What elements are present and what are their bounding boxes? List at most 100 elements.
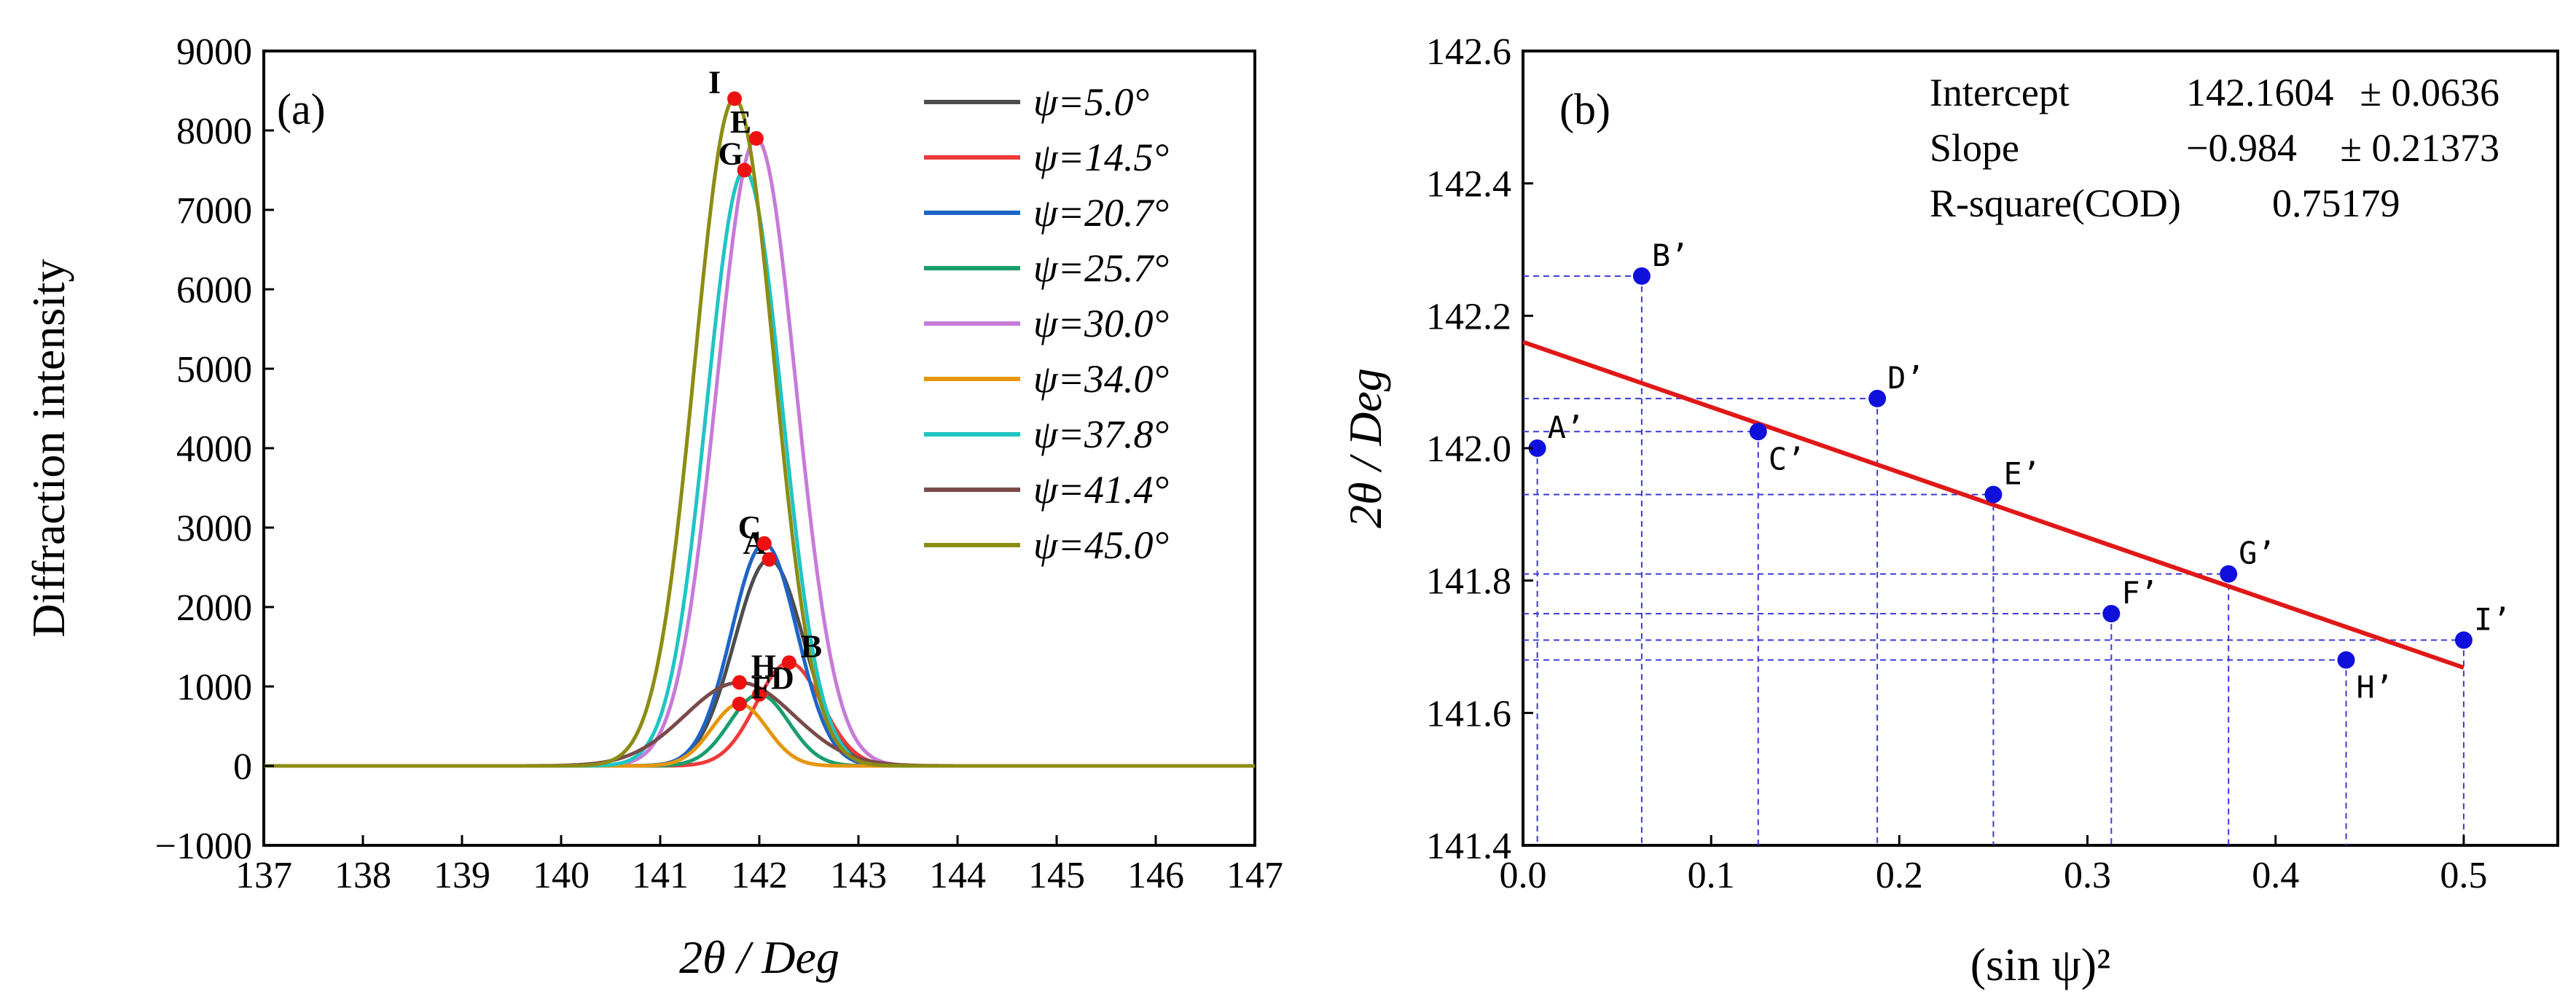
peak-label-F: F — [751, 670, 771, 705]
x-tick-label: 138 — [334, 855, 391, 896]
peak-marker-C — [756, 536, 772, 551]
point-label: A’ — [1548, 410, 1585, 445]
legend-label: ψ=37.8° — [1033, 412, 1169, 456]
panel-b-x-axis-label: (sin ψ)² — [1970, 939, 2111, 990]
point-6 — [2102, 605, 2121, 623]
legend-label: ψ=25.7° — [1033, 246, 1169, 290]
peak-label-B: B — [801, 628, 822, 664]
y-tick-label: 142.6 — [1426, 31, 1511, 73]
x-tick-label: 0.5 — [2440, 855, 2487, 896]
y-tick-label: 8000 — [176, 111, 252, 152]
fit-line — [1522, 340, 2465, 670]
point-4 — [1868, 389, 1887, 407]
x-tick-label: 143 — [830, 855, 887, 896]
y-tick-label: 4000 — [176, 428, 252, 470]
point-label: I’ — [2474, 601, 2511, 637]
x-tick-label: 141 — [632, 855, 689, 896]
stat-value: −0.984 — [2186, 126, 2297, 170]
panel-b-fit-stats: Intercept 142.1604 ± 0.0636 Slope −0.984 ± 0.… — [1930, 71, 2499, 225]
peak-marker-G — [737, 163, 752, 178]
x-tick-label: 0.3 — [2064, 855, 2111, 896]
x-tick-label: 145 — [1028, 855, 1085, 896]
y-tick-label: 7000 — [176, 190, 252, 232]
panel-a-x-axis-label: 2θ / Deg — [679, 931, 839, 983]
legend-label: ψ=5.0° — [1033, 80, 1149, 124]
point-label: H’ — [2357, 670, 2394, 705]
x-tick-label: 0.0 — [1500, 855, 1547, 896]
stat-value: 142.1604 — [2186, 71, 2334, 114]
peak-marker-E — [748, 130, 764, 146]
panel-b-points: A’ B’ C’ D’ E’ F’ G’ H’ I’ — [1528, 238, 2511, 705]
peak-marker-F — [732, 696, 747, 711]
y-tick-label: 3000 — [176, 508, 252, 549]
panel-b-chart: A’ B’ C’ D’ E’ F’ G’ H’ I’ 0.0 0.1 0.2 0.3 0.4 0.5 141… — [1339, 31, 2559, 990]
y-tick-label: 2000 — [176, 587, 252, 629]
stat-name: Intercept — [1930, 71, 2070, 114]
x-tick-label: 0.1 — [1688, 855, 1735, 896]
point-label: G’ — [2239, 536, 2276, 571]
panel-b-ticks: 0.0 0.1 0.2 0.3 0.4 0.5 141.4 141.6 141.8 142.0 14… — [1426, 31, 2487, 896]
point-label: E’ — [2003, 456, 2040, 492]
panel-a-curves — [264, 96, 1255, 768]
legend-label: ψ=41.4° — [1033, 468, 1169, 512]
x-tick-label: 0.2 — [1876, 855, 1923, 896]
y-tick-label: 141.6 — [1426, 693, 1511, 735]
stat-value: 0.75179 — [2272, 181, 2400, 225]
stat-name: R-square(COD) — [1930, 181, 2181, 225]
x-tick-label: 139 — [434, 855, 490, 896]
y-tick-label: 1000 — [176, 667, 252, 708]
y-tick-label: 141.4 — [1426, 826, 1511, 867]
curve-9 — [264, 96, 1255, 768]
peak-marker-A — [762, 552, 777, 567]
peak-marker-B — [781, 655, 796, 670]
panel-b-y-axis-label: 2θ / Deg — [1339, 368, 1391, 528]
point-8 — [2337, 651, 2355, 669]
point-2 — [1632, 267, 1651, 285]
legend-label: ψ=20.7° — [1033, 191, 1169, 235]
x-tick-label: 142 — [731, 855, 788, 896]
x-tick-label: 144 — [929, 855, 986, 896]
stat-error: ± 0.0636 — [2360, 71, 2499, 114]
panel-b-fit-line — [1522, 340, 2465, 670]
point-label: F’ — [2121, 575, 2158, 611]
point-label: B’ — [1652, 238, 1689, 273]
stat-name: Slope — [1930, 126, 2019, 170]
x-tick-label: 147 — [1226, 855, 1283, 896]
peak-label-C: C — [738, 509, 762, 545]
peak-label-G: G — [719, 136, 743, 172]
peak-marker-I — [727, 91, 742, 106]
peak-label-H: H — [751, 649, 776, 684]
peak-marker-H — [732, 675, 747, 690]
point-label: D’ — [1887, 360, 1925, 396]
legend-label: ψ=30.0° — [1033, 302, 1169, 345]
x-tick-label: 140 — [533, 855, 590, 896]
y-tick-label: 9000 — [176, 31, 252, 73]
stat-error: ± 0.21373 — [2340, 126, 2499, 170]
legend-label: ψ=34.0° — [1033, 357, 1169, 401]
x-tick-label: 146 — [1127, 855, 1184, 896]
peak-marker-D — [752, 686, 767, 702]
y-tick-label: 5000 — [176, 349, 252, 391]
y-tick-label: 142.2 — [1426, 296, 1511, 337]
panel-a-ticks: 137 138 139 140 141 142 143 144 145 146 147 −1000 0 1… — [155, 31, 1283, 896]
y-tick-label: 141.8 — [1426, 561, 1511, 603]
point-5 — [1984, 485, 2003, 504]
panel-b-label: (b) — [1559, 85, 1610, 133]
panel-a-y-axis-label: Diffraction intensity — [23, 259, 74, 638]
y-tick-label: 6000 — [176, 270, 252, 311]
point-1 — [1528, 439, 1546, 457]
point-7 — [2220, 565, 2238, 583]
panel-a-label: (a) — [277, 85, 326, 133]
peak-label-D: D — [771, 660, 794, 696]
peak-label-E: E — [730, 104, 751, 140]
y-tick-label: 142.0 — [1426, 428, 1511, 470]
point-3 — [1749, 423, 1767, 441]
panel-b-frame — [1522, 50, 2559, 847]
x-tick-label: 137 — [235, 855, 292, 896]
legend-label: ψ=45.0° — [1033, 523, 1169, 567]
y-tick-label: −1000 — [155, 826, 252, 867]
y-tick-label: 142.4 — [1426, 164, 1511, 206]
x-tick-label: 0.4 — [2252, 855, 2299, 896]
